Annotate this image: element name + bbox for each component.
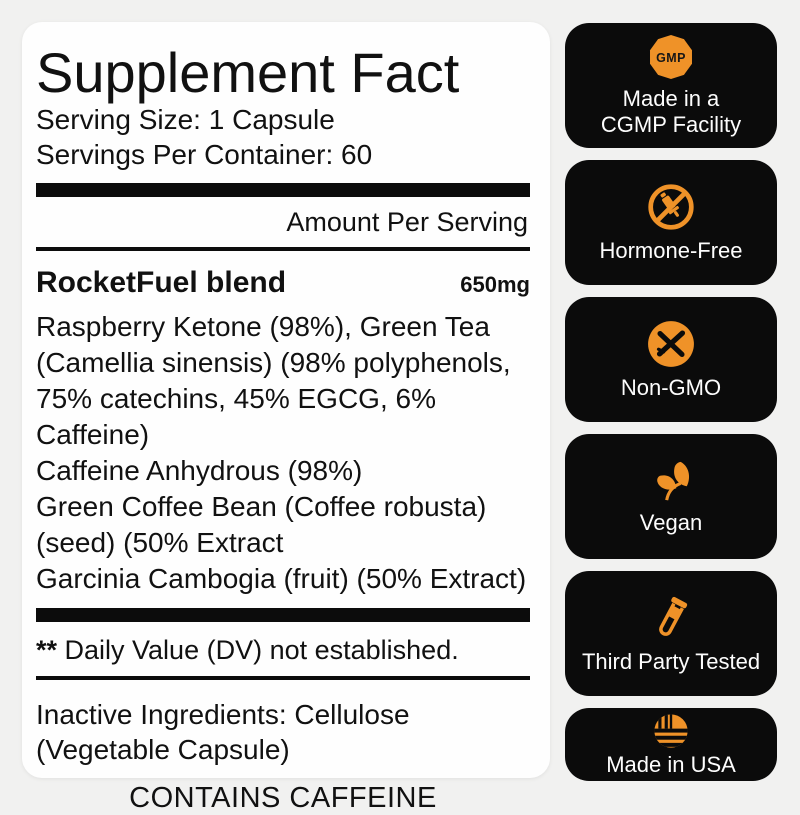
badge-label: CGMP Facility xyxy=(600,111,742,137)
inactive-ingredients-line: (Vegetable Capsule) xyxy=(36,734,290,765)
daily-value-asterisks: ** xyxy=(36,635,58,665)
badge-hormone-free: Hormone-Free xyxy=(565,160,777,285)
ingredient-line: Caffeine Anhydrous (98%) xyxy=(36,455,363,486)
badge-label: Non-GMO xyxy=(620,374,722,400)
ingredient-line: (Camellia sinensis) (98% polyphenols, xyxy=(36,347,511,378)
vegan-leaf-icon xyxy=(657,461,690,500)
badge-non-gmo: Non-GMO xyxy=(565,297,777,422)
ingredient-line: (seed) (50% Extract xyxy=(36,527,284,558)
badge-vegan: Vegan xyxy=(565,434,777,559)
non-gmo-icon xyxy=(648,320,694,367)
blend-amount: 650mg xyxy=(460,272,530,297)
test-tube-icon xyxy=(659,596,688,636)
inactive-ingredients: Inactive Ingredients: Cellulose (Vegetab… xyxy=(36,697,530,767)
panel-title: Supplement Fact xyxy=(36,41,460,104)
badge-label: Hormone-Free xyxy=(599,237,743,263)
contains-caffeine-warning: CONTAINS CAFFEINE xyxy=(129,782,437,814)
no-hormone-icon xyxy=(648,183,694,230)
badge-label: Made in USA xyxy=(606,751,736,777)
supplement-facts-panel: Supplement Fact Serving Size: 1 Capsule … xyxy=(22,22,550,814)
blend-name: RocketFuel blend xyxy=(36,266,287,299)
usa-flag-icon xyxy=(654,713,688,748)
badge-made-in-usa: Made in USA xyxy=(565,708,777,781)
ingredient-list: Raspberry Ketone (98%), Green Tea (Camel… xyxy=(36,309,530,597)
badge-label: Made in a xyxy=(622,85,720,111)
serving-size-text: Serving Size: 1 Capsule xyxy=(36,104,335,135)
gmp-seal-icon: GMP xyxy=(650,34,692,79)
ingredient-line: 75% catechins, 45% EGCG, 6% Caffeine) xyxy=(36,383,436,450)
daily-value-text: Daily Value (DV) not established. xyxy=(57,635,459,665)
ingredient-line: Raspberry Ketone (98%), Green Tea xyxy=(36,311,490,342)
divider-bar-thick-top xyxy=(36,183,530,197)
badge-label: Vegan xyxy=(639,509,703,535)
ingredient-line: Green Coffee Bean (Coffee robusta) xyxy=(36,491,487,522)
blend-row: RocketFuel blend 650mg xyxy=(36,266,530,300)
inactive-ingredients-line: Inactive Ingredients: Cellulose xyxy=(36,699,410,730)
divider-bar-thin-top xyxy=(36,247,530,251)
servings-per-container-text: Servings Per Container: 60 xyxy=(36,139,373,170)
divider-bar-thin-bottom xyxy=(36,676,530,680)
badge-label: Third Party Tested xyxy=(581,648,761,674)
ingredient-line: Garcinia Cambogia (fruit) (50% Extract) xyxy=(36,563,527,594)
daily-value-note: ** Daily Value (DV) not established. xyxy=(36,635,530,666)
gmp-seal-text: GMP xyxy=(656,50,686,64)
amount-per-serving-label: Amount Per Serving xyxy=(286,207,528,237)
badge-cgmp-facility: GMP Made in a CGMP Facility xyxy=(565,23,777,148)
badge-third-party-tested: Third Party Tested xyxy=(565,571,777,696)
divider-bar-thick-bottom xyxy=(36,608,530,622)
certification-badge-column: GMP Made in a CGMP Facility Hormone-Free xyxy=(565,23,777,781)
